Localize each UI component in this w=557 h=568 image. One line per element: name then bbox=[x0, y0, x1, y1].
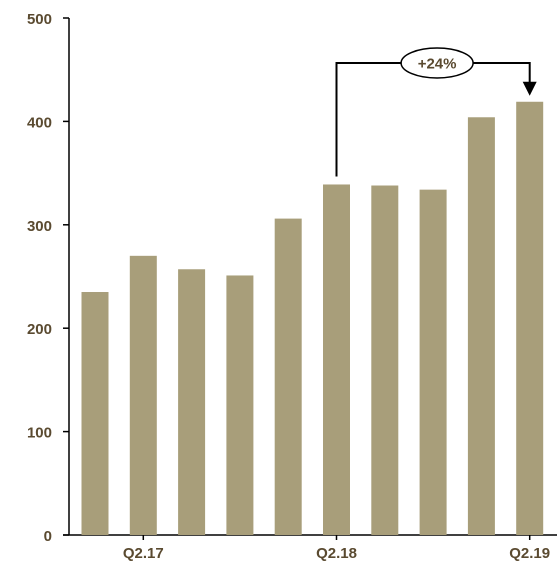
bar bbox=[371, 185, 399, 535]
annotation-label: +24% bbox=[418, 56, 457, 73]
y-tick-label: 200 bbox=[27, 321, 52, 338]
bar bbox=[467, 117, 495, 535]
bar bbox=[178, 269, 206, 535]
annotation-arrowhead bbox=[522, 81, 537, 96]
annotation-badge bbox=[400, 47, 474, 79]
bar bbox=[323, 184, 350, 535]
bar bbox=[226, 275, 254, 535]
y-tick-label: 0 bbox=[44, 528, 52, 545]
bar bbox=[274, 218, 302, 535]
bar bbox=[516, 101, 544, 535]
y-tick-label: 300 bbox=[27, 218, 52, 235]
x-tick-label: Q2.18 bbox=[316, 545, 357, 562]
y-axis: 0 100 200 300 400 500 bbox=[27, 11, 70, 545]
bars bbox=[81, 101, 544, 536]
x-axis: Q2.17 Q2.18 Q2.19 bbox=[63, 534, 557, 562]
y-tick-label: 500 bbox=[27, 11, 52, 28]
y-tick-label: 400 bbox=[27, 114, 52, 131]
bar bbox=[419, 189, 447, 536]
bar bbox=[81, 292, 109, 535]
x-tick-label: Q2.17 bbox=[123, 545, 164, 562]
growth-annotation: +24% bbox=[335, 47, 537, 177]
y-tick-label: 100 bbox=[27, 425, 52, 442]
annotation-bracket bbox=[335, 62, 531, 177]
bar bbox=[129, 255, 157, 535]
x-tick-label: Q2.19 bbox=[509, 545, 550, 562]
